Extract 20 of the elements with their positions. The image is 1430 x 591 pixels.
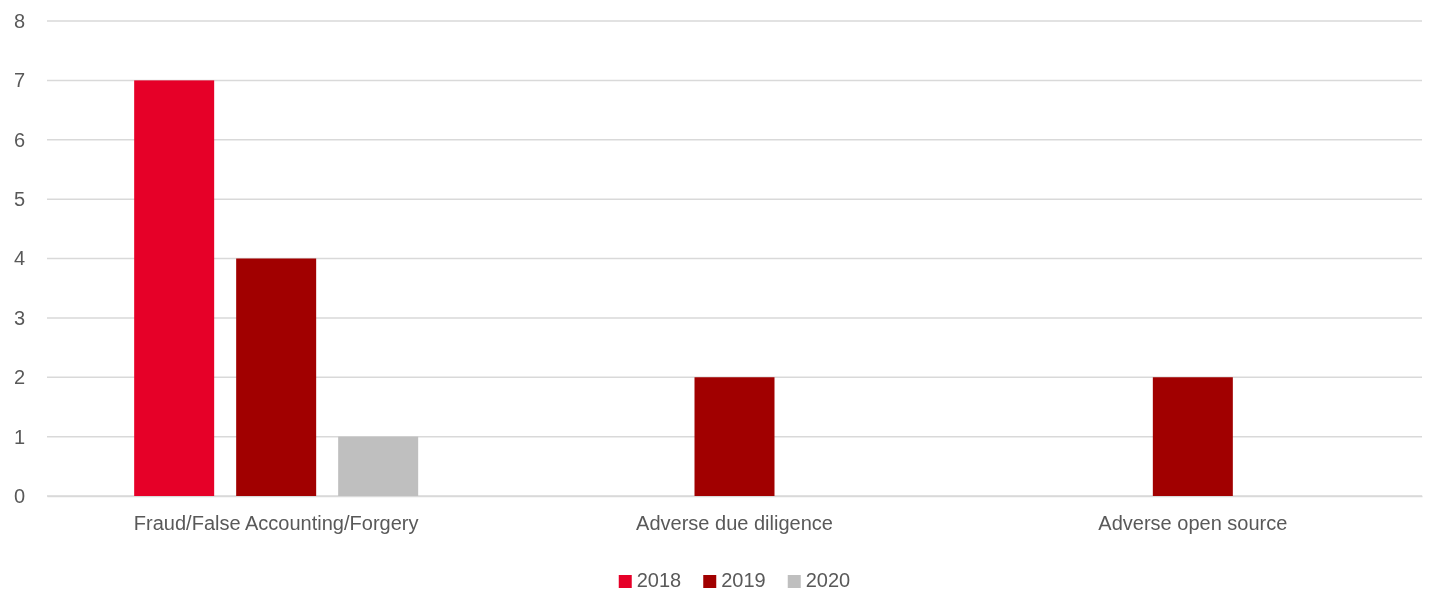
bar <box>134 80 215 496</box>
y-tick-label: 7 <box>13 69 25 92</box>
x-tick-label: Adverse due diligence <box>636 512 833 535</box>
bar <box>1152 377 1233 496</box>
y-tick-label: 5 <box>13 188 25 211</box>
y-tick-label: 2 <box>13 366 25 389</box>
x-tick-label: Fraud/False Accounting/Forgery <box>133 512 419 535</box>
y-tick-label: 6 <box>13 128 25 151</box>
bar <box>694 377 775 496</box>
legend-label: 2019 <box>721 569 766 591</box>
bar <box>236 258 317 496</box>
legend-label: 2018 <box>636 569 682 591</box>
y-tick-label: 0 <box>13 484 25 507</box>
bar <box>338 436 419 496</box>
y-tick-label: 3 <box>13 306 25 329</box>
legend-label: 2020 <box>805 569 851 591</box>
x-tick-label: Adverse open source <box>1098 512 1288 535</box>
y-tick-label: 8 <box>13 9 25 32</box>
y-tick-label: 1 <box>13 425 25 448</box>
y-tick-label: 4 <box>13 247 25 270</box>
